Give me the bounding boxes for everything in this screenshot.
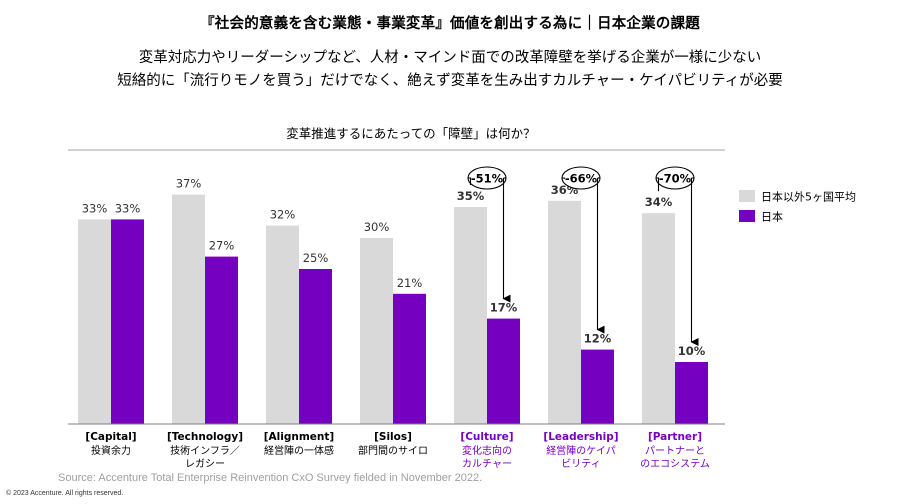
category-label-6: [Partner] [648, 431, 702, 443]
bar-japan-3 [393, 293, 426, 424]
subtitle-line-1: 変革対応力やリーダーシップなど、人材・マインド面での改革障壁を挙げる企業が一様に… [138, 50, 762, 66]
category-label-3: [Silos] [374, 431, 412, 443]
category-sublabel-6: パートナーと [645, 445, 705, 457]
category-sublabel-4: 変化志向の [462, 444, 512, 457]
category-sublabel-1: 技術インフラ／ [170, 444, 240, 457]
category-label-1: [Technology] [167, 431, 243, 443]
value-label-japan-3: 21% [397, 276, 423, 290]
copyright-note: © 2023 Accenture. All rights reserved. [6, 490, 124, 497]
bar-japan-4 [487, 318, 520, 424]
bar-others-1 [172, 194, 205, 424]
value-label-others-4: 35% [457, 189, 485, 203]
category-label-2: [Alignment] [264, 431, 334, 443]
category-label-5: [Leadership] [543, 431, 618, 443]
difference-label-6: -70% [659, 172, 692, 186]
bar-others-4 [454, 207, 487, 424]
value-label-others-2: 32% [270, 208, 296, 222]
value-label-others-1: 37% [176, 177, 202, 191]
legend-label-1: 日本 [761, 210, 783, 224]
bar-japan-2 [299, 269, 332, 424]
difference-connector-4 [468, 177, 472, 185]
category-sublabel-2: 経営陣の一体感 [264, 444, 334, 457]
category-sublabel2-1: レガシー [185, 458, 225, 470]
category-sublabel2-6: のエコシステム [640, 458, 710, 470]
category-sublabel2-5: ビリティ [561, 458, 600, 470]
category-label-0: [Capital] [85, 431, 136, 443]
legend-label-0: 日本以外5ヶ国平均 [761, 190, 856, 204]
bar-others-3 [360, 238, 393, 424]
value-label-others-3: 30% [364, 220, 390, 234]
bar-others-5 [548, 200, 581, 424]
category-sublabel-5: 経営陣のケイパ [546, 444, 616, 457]
subtitle-line-2: 短絡的に「流行りモノを買う」だけでなく、絶えず変革を生み出すカルチャー・ケイパビ… [117, 73, 783, 89]
bar-japan-1 [205, 256, 238, 424]
category-sublabel2-4: カルチャー [462, 458, 512, 470]
legend-swatch-0 [739, 190, 755, 202]
category-label-4: [Culture] [460, 431, 513, 443]
value-label-japan-0: 33% [115, 201, 141, 215]
legend-swatch-1 [739, 210, 755, 222]
value-label-japan-4: 17% [490, 301, 518, 315]
value-label-japan-5: 12% [584, 332, 612, 346]
bar-others-0 [78, 219, 111, 424]
chart-title: 変革推進するにあたっての「障壁」は何か？ [286, 126, 535, 141]
difference-connector-6 [656, 177, 660, 192]
value-label-others-6: 34% [645, 195, 673, 209]
source-note: Source: Accenture Total Enterprise Reinv… [58, 472, 483, 484]
category-sublabel-3: 部門間のサイロ [358, 444, 428, 457]
bar-japan-6 [675, 362, 708, 424]
difference-label-5: -66% [565, 172, 598, 186]
category-sublabel-0: 投資余力 [91, 444, 131, 457]
bar-japan-5 [581, 349, 614, 424]
value-label-japan-6: 10% [678, 344, 706, 358]
difference-label-4: -51% [471, 172, 504, 186]
bar-others-2 [266, 225, 299, 424]
page-title: 『社会的意義を含む業態・事業変革』価値を創出する為に｜日本企業の課題 [200, 16, 700, 32]
bar-others-6 [642, 213, 675, 424]
value-label-others-0: 33% [82, 201, 108, 215]
value-label-japan-1: 27% [209, 239, 235, 253]
value-label-japan-2: 25% [303, 251, 329, 265]
difference-connector-5 [562, 177, 566, 179]
bar-japan-0 [111, 219, 144, 424]
